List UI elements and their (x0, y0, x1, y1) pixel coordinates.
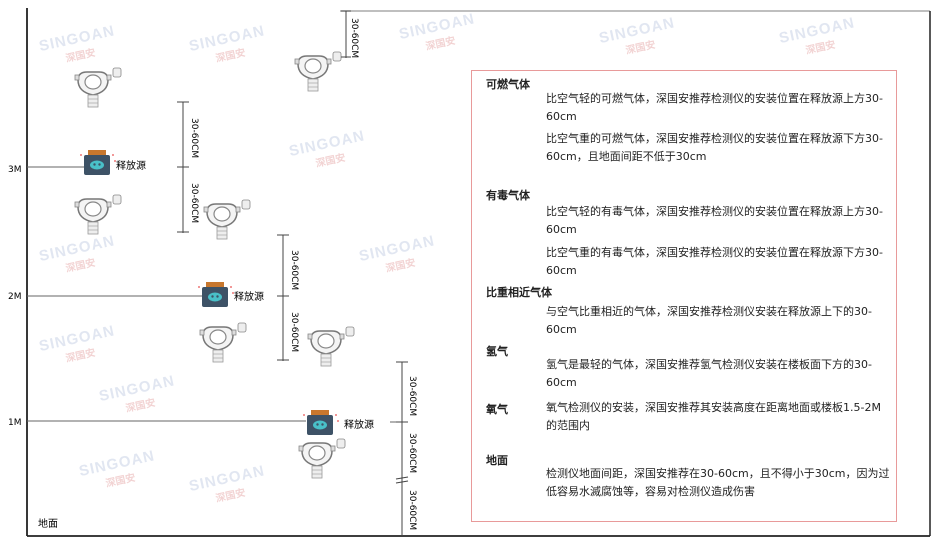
release-source-icon (198, 282, 234, 307)
section-title-similar-density: 比重相近气体 (486, 286, 552, 299)
section-title-combustible: 可燃气体 (486, 78, 530, 91)
level-label-2m: 2M (8, 292, 22, 302)
gas-detector-icon (294, 51, 342, 92)
dimension-label: 30-60CM (289, 312, 299, 352)
installation-guidelines-panel: 可燃气体 比空气轻的可燃气体，深国安推荐检测仪的安装位置在释放源上方30-60c… (471, 70, 897, 522)
guideline-text: 比空气轻的有毒气体，深国安推荐检测仪的安装位置在释放源上方30-60cm (546, 205, 883, 236)
dimension-label: 30-60CM (407, 490, 417, 530)
gas-detector-icon (199, 322, 247, 363)
gas-detector-icon (298, 438, 346, 479)
release-source-icon (303, 410, 339, 435)
dimension-label: 30-60CM (189, 183, 199, 223)
release-source-icon (80, 150, 116, 175)
section-title-toxic: 有毒气体 (486, 189, 530, 202)
ground-label: 地面 (38, 517, 58, 530)
level-label-1m: 1M (8, 418, 22, 428)
release-source-label: 释放源 (234, 290, 264, 303)
section-title-ground: 地面 (486, 454, 508, 467)
guideline-text: 与空气比重相近的气体，深国安推荐检测仪安装在释放源上下的30-60cm (546, 305, 872, 336)
guideline-text: 检测仪地面间距，深国安推荐在30-60cm，且不得小于30cm，因为过低容易水滅… (546, 467, 890, 498)
level-3m: 3M (8, 165, 84, 175)
gas-detector-icon (203, 199, 251, 240)
gas-detector-icon (74, 194, 122, 235)
dimension-lines (177, 10, 409, 536)
dimension-label: 30-60CM (407, 376, 417, 416)
level-2m: 2M (8, 292, 202, 302)
dimension-label: 30-60CM (407, 433, 417, 473)
guideline-text: 氢气是最轻的气体，深国安推荐氢气检测仪安装在楼板面下方的30-60cm (546, 358, 872, 389)
dimension-label: 30-60CM (349, 18, 359, 58)
level-label-3m: 3M (8, 165, 22, 175)
dimension-label: 30-60CM (289, 250, 299, 290)
guideline-text: 比空气轻的可燃气体，深国安推荐检测仪的安装位置在释放源上方30-60cm (546, 92, 883, 123)
dimension-labels: 30-60CM 30-60CM 30-60CM 30-60CM 30-60CM … (189, 18, 417, 530)
level-1m: 1M (8, 418, 306, 428)
guideline-text: 比空气重的可燃气体，深国安推荐检测仪的安装位置在释放源下方30-60cm，且地面… (546, 132, 883, 163)
dimension-label: 30-60CM (189, 118, 199, 158)
release-source-label: 释放源 (344, 418, 374, 431)
section-title-hydrogen: 氢气 (486, 345, 508, 358)
guideline-text: 氧气检测仪的安装，深国安推荐其安装高度在距离地面或楼板1.5-2M的范围内 (546, 401, 881, 432)
release-source-label: 释放源 (116, 159, 146, 172)
gas-detector-icon (307, 326, 355, 367)
section-title-oxygen: 氧气 (486, 403, 508, 416)
guideline-text: 比空气重的有毒气体，深国安推荐检测仪的安装位置在释放源下方30-60cm (546, 246, 883, 277)
gas-detector-icon (74, 67, 122, 108)
